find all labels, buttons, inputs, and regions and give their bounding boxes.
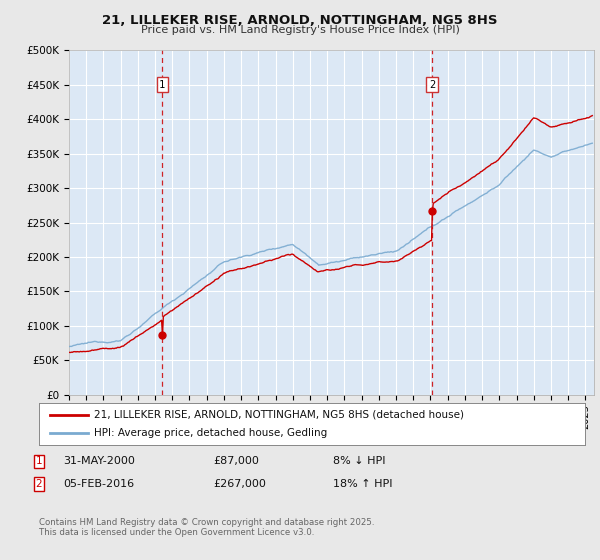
Text: Price paid vs. HM Land Registry's House Price Index (HPI): Price paid vs. HM Land Registry's House … <box>140 25 460 35</box>
Text: Contains HM Land Registry data © Crown copyright and database right 2025.
This d: Contains HM Land Registry data © Crown c… <box>39 518 374 538</box>
Text: 8% ↓ HPI: 8% ↓ HPI <box>333 456 386 466</box>
Text: 21, LILLEKER RISE, ARNOLD, NOTTINGHAM, NG5 8HS (detached house): 21, LILLEKER RISE, ARNOLD, NOTTINGHAM, N… <box>94 410 464 420</box>
Text: 2: 2 <box>35 479 43 489</box>
Text: £87,000: £87,000 <box>213 456 259 466</box>
Text: 1: 1 <box>159 80 166 90</box>
Text: 05-FEB-2016: 05-FEB-2016 <box>63 479 134 489</box>
Text: 18% ↑ HPI: 18% ↑ HPI <box>333 479 392 489</box>
Text: HPI: Average price, detached house, Gedling: HPI: Average price, detached house, Gedl… <box>94 428 327 438</box>
Text: 21, LILLEKER RISE, ARNOLD, NOTTINGHAM, NG5 8HS: 21, LILLEKER RISE, ARNOLD, NOTTINGHAM, N… <box>102 14 498 27</box>
Text: 1: 1 <box>35 456 43 466</box>
Text: £267,000: £267,000 <box>213 479 266 489</box>
Text: 2: 2 <box>429 80 435 90</box>
Text: 31-MAY-2000: 31-MAY-2000 <box>63 456 135 466</box>
